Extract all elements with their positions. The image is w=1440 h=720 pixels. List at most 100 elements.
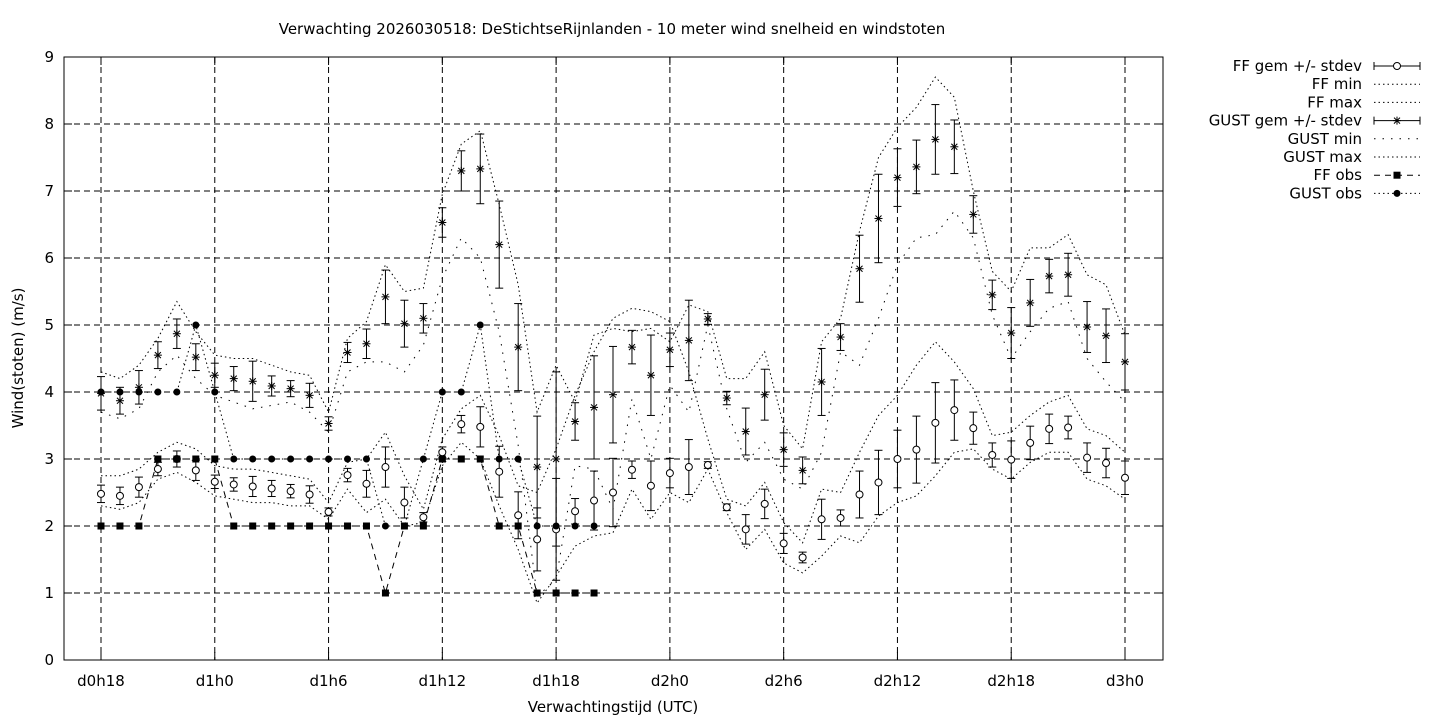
gust-gem-stdev-point (1026, 298, 1035, 307)
gust-obs-point (230, 455, 238, 463)
ff-gem-stdev-point (495, 467, 504, 476)
gust-gem-stdev-point (533, 463, 542, 472)
legend-entry-gust-gem-stdev: GUST gem +/- stdev (1209, 112, 1421, 130)
gust-obs-point (552, 522, 560, 530)
gust-obs-point (419, 455, 427, 463)
gust-obs-point (287, 455, 295, 463)
ff-obs-point (116, 522, 124, 530)
star-stroke (628, 343, 636, 351)
star-stroke (799, 467, 806, 474)
legend-swatch-marker (1393, 189, 1401, 197)
star-stroke (173, 330, 181, 338)
y-tick-label: 4 (44, 383, 54, 401)
x-tick-label: d2h0 (651, 672, 689, 690)
legend-label: FF obs (1313, 166, 1362, 184)
star-stroke (780, 446, 788, 453)
gust-gem-stdev-point (722, 394, 731, 403)
gust-obs-point (362, 455, 370, 463)
legend-swatch-marker (1393, 116, 1401, 125)
gust-gem-stdev-point (552, 455, 561, 463)
ff-gem-stdev-point (1064, 423, 1073, 432)
ff-gem-stdev-point (931, 418, 940, 427)
gust-gem-stdev-point (627, 343, 636, 352)
ff-gem-stdev-point (286, 487, 295, 496)
gust-gem-stdev-point (210, 371, 219, 380)
ff-gem-stdev-point (400, 498, 409, 507)
y-tick-label: 7 (44, 182, 54, 200)
ff-obs-point (287, 522, 295, 530)
star-stroke (969, 211, 977, 218)
legend-label: GUST gem +/- stdev (1209, 112, 1362, 130)
ff-obs-point (362, 522, 370, 530)
star-stroke (211, 371, 219, 379)
ff-gem-stdev-point (798, 553, 807, 562)
ff-gem-stdev-point (1026, 438, 1035, 447)
gust-gem-stdev-point (172, 329, 181, 338)
star-stroke (818, 378, 825, 386)
ff-gem-stdev-point (191, 466, 200, 475)
ff-gem-stdev-point (817, 515, 826, 524)
ff-gem-stdev-point (1121, 473, 1129, 482)
y-tick-label: 6 (44, 249, 54, 267)
gust-gem-stdev-point (305, 391, 314, 400)
gust-gem-stdev-point (1121, 357, 1129, 366)
gust-obs-point (400, 522, 408, 530)
ff-gem-stdev-point (571, 507, 580, 516)
ff-gem-stdev-point (893, 455, 902, 463)
legend-swatch-marker (1393, 171, 1401, 179)
ff-obs-point (476, 455, 484, 463)
star-stroke (647, 371, 655, 379)
gust-gem-stdev-point (514, 343, 523, 352)
star-stroke (363, 340, 370, 348)
x-tick-label: d2h18 (987, 672, 1035, 690)
y-tick-label: 0 (44, 651, 54, 669)
gust-obs-point (590, 522, 598, 530)
legend-swatch-marker (1393, 62, 1401, 70)
legend-label: GUST min (1288, 130, 1362, 148)
ff-gem-stdev-point (950, 406, 959, 415)
ff-obs-point (268, 522, 276, 530)
gust-gem-stdev-point (1064, 270, 1073, 279)
ff-obs-point (419, 522, 427, 530)
star-stroke (837, 333, 844, 341)
star-stroke (249, 377, 257, 385)
gust-gem-stdev-point (267, 381, 276, 390)
error-bars (97, 104, 1129, 581)
star-stroke (1393, 117, 1401, 124)
gust-gem-stdev-point (703, 314, 712, 323)
gust-gem-stdev-point (286, 384, 295, 393)
x-tick-label: d1h0 (196, 672, 234, 690)
gust-gem-stdev-point (779, 445, 788, 454)
gust-gem-stdev-point (419, 314, 428, 323)
ff-gem-stdev-point (874, 478, 883, 487)
star-stroke (268, 382, 276, 390)
ff-gem-stdev-point (609, 488, 617, 497)
star-stroke (761, 391, 769, 399)
gust-gem-stdev-point (248, 377, 257, 386)
gust-gem-stdev-point (571, 417, 580, 426)
legend-entry-ff-min: FF min (1312, 75, 1420, 93)
gust-gem-stdev-point (798, 466, 807, 475)
y-tick-label: 8 (44, 115, 54, 133)
star-stroke (685, 337, 693, 344)
gust-gem-stdev-point (153, 351, 162, 360)
chart-title: Verwachting 2026030518: DeStichtseRijnla… (279, 20, 946, 38)
ff-obs-point (306, 522, 314, 530)
legend-entry-gust-max: GUST max (1283, 148, 1420, 166)
ff-gem-stdev-point (210, 477, 219, 486)
plot-frame (63, 56, 1164, 661)
gust-gem-stdev-point (760, 390, 769, 399)
star-stroke (742, 428, 750, 435)
ff-gem-stdev-point (760, 499, 769, 508)
ff-gem-stdev-point (741, 525, 750, 534)
ff-gem-stdev-point (703, 461, 712, 470)
ff-gem-stdev-point (1102, 459, 1111, 468)
y-axis-label: Wind(stoten) (m/s) (9, 288, 27, 429)
legend-entry-ff-gem-stdev: FF gem +/- stdev (1233, 57, 1421, 75)
ff-gem-stdev-point (248, 482, 257, 491)
ff-max-line (101, 307, 1126, 544)
ff-gem-stdev-point (684, 463, 693, 472)
gust-obs-point (116, 388, 124, 396)
star-stroke (590, 404, 598, 411)
star-stroke (875, 215, 882, 222)
